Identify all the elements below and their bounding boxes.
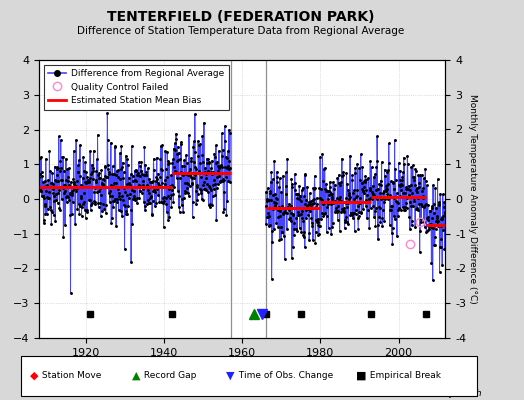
Y-axis label: Monthly Temperature Anomaly Difference (°C): Monthly Temperature Anomaly Difference (…: [468, 94, 477, 304]
Text: Station Move: Station Move: [39, 372, 102, 380]
Text: Empirical Break: Empirical Break: [367, 372, 441, 380]
Text: ▼: ▼: [226, 371, 235, 381]
Text: ◆: ◆: [30, 371, 38, 381]
Text: Time of Obs. Change: Time of Obs. Change: [236, 372, 333, 380]
Text: TENTERFIELD (FEDERATION PARK): TENTERFIELD (FEDERATION PARK): [107, 10, 375, 24]
Text: Berkeley Earth: Berkeley Earth: [416, 389, 482, 398]
Text: Difference of Station Temperature Data from Regional Average: Difference of Station Temperature Data f…: [78, 26, 405, 36]
Text: ▲: ▲: [132, 371, 140, 381]
Text: ■: ■: [356, 371, 367, 381]
Text: Record Gap: Record Gap: [141, 372, 197, 380]
Legend: Difference from Regional Average, Quality Control Failed, Estimated Station Mean: Difference from Regional Average, Qualit…: [44, 64, 228, 110]
